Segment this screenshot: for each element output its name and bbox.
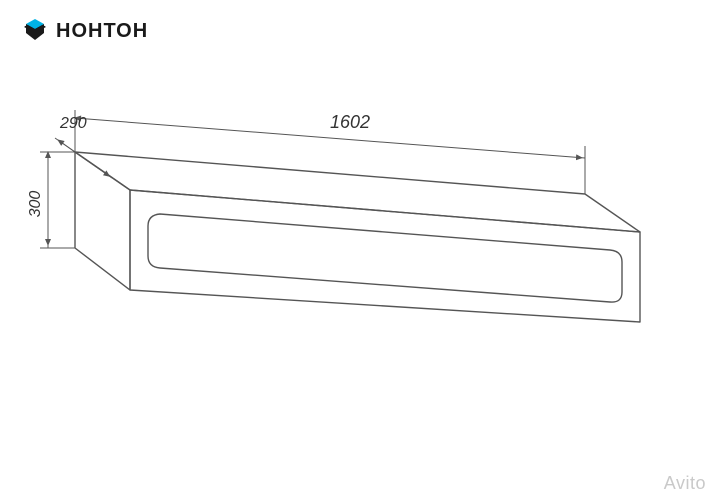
brand-name: НОНТОН <box>56 20 148 43</box>
brand-logo-icon <box>22 18 48 44</box>
dim-width-label: 1602 <box>330 112 370 132</box>
technical-drawing: 1602 290 300 <box>0 0 720 504</box>
dim-depth-label: 290 <box>59 115 87 132</box>
watermark-label: Avito <box>664 473 706 494</box>
diagram-canvas: НОНТОН <box>0 0 720 504</box>
dim-height-label: 300 <box>27 191 44 218</box>
brand-block: НОНТОН <box>22 18 148 44</box>
